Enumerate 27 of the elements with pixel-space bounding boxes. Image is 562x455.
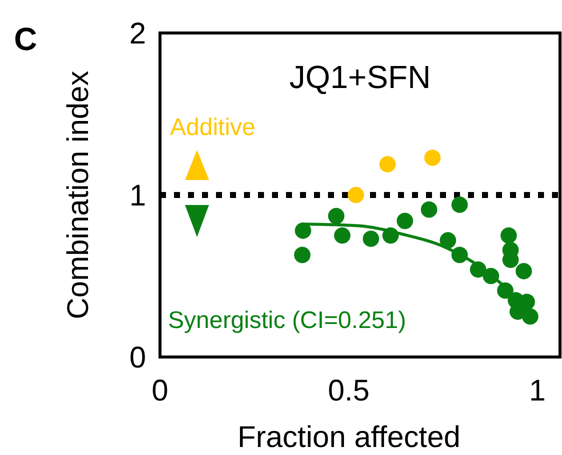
- point: [440, 232, 456, 249]
- point: [522, 308, 538, 325]
- y-tick-label: 2: [129, 18, 146, 50]
- x-tick-label: 1: [529, 374, 546, 408]
- point: [362, 230, 380, 247]
- point: [424, 150, 441, 166]
- point: [420, 201, 438, 218]
- text: JQ1+SFN: [289, 59, 431, 95]
- point: [328, 208, 344, 224]
- point: [294, 222, 312, 239]
- point: [294, 246, 310, 264]
- point: [396, 212, 414, 230]
- x-tick-label: 0: [152, 374, 168, 408]
- point: [379, 156, 396, 172]
- x-axis-title: Fraction affected: [238, 421, 460, 454]
- text: C: [14, 21, 38, 57]
- annotation: Additive: [170, 114, 256, 141]
- annotation: Synergistic (CI=0.251): [168, 307, 406, 334]
- y-axis-title: Combination index: [62, 70, 95, 320]
- point: [516, 262, 532, 280]
- x-tick-label: 0.5: [328, 374, 370, 408]
- y-tick-label: 0: [129, 342, 146, 374]
- point: [500, 227, 517, 244]
- y-tick-label: 1: [129, 180, 146, 212]
- point: [451, 196, 468, 213]
- point: [348, 186, 364, 204]
- point: [334, 227, 350, 244]
